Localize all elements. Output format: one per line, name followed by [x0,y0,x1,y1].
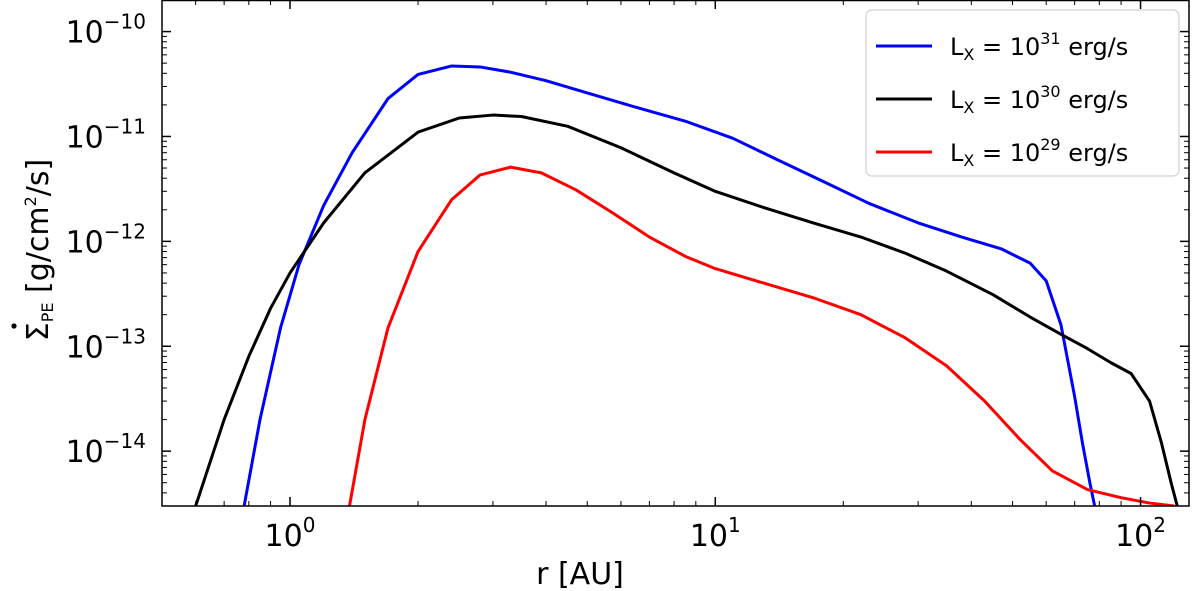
series-layer [194,64,1179,506]
ticks-layer: 100 101 102 10−10 10−11 10−12 10−13 10−14 [66,0,1189,554]
x-tick-label: 102 [1115,513,1166,554]
y-axis-unit-sup: 2 [21,196,40,206]
plot-frame [161,0,1190,507]
y-axis-unit: [g/cm [21,206,56,293]
y-axis-symbol: Σ [21,322,56,341]
series-line-2 [348,165,1175,506]
legend-label-1: LX = 1030 erg/s [950,82,1128,117]
legend-label-0: LX = 1031 erg/s [950,29,1128,64]
y-tick-label: 10−10 [66,10,146,51]
y-axis-dot [11,323,17,329]
y-tick-label: 10−14 [66,429,146,470]
legend-box [865,9,1180,177]
legend-label-2: LX = 1029 erg/s [950,135,1128,170]
y-tick-label: 10−12 [66,219,146,260]
y-tick-label: 10−11 [66,114,146,155]
x-tick-label: 101 [690,513,741,554]
y-axis-label: ΣPE [g/cm2/s] [21,159,57,342]
series-line-0 [242,64,1097,506]
x-axis-label: r [AU] [536,557,624,591]
x-tick-label: 100 [265,513,316,554]
svg-text:ΣPE [g/cm2/s]: ΣPE [g/cm2/s] [21,159,57,342]
legend: LX = 1031 erg/s LX = 1030 erg/s LX = 1029 … [865,9,1180,177]
y-axis-unit-end: /s] [21,159,56,196]
y-tick-label: 10−13 [66,324,146,365]
series-line-1 [194,113,1179,506]
y-axis-subscript: PE [38,303,57,323]
